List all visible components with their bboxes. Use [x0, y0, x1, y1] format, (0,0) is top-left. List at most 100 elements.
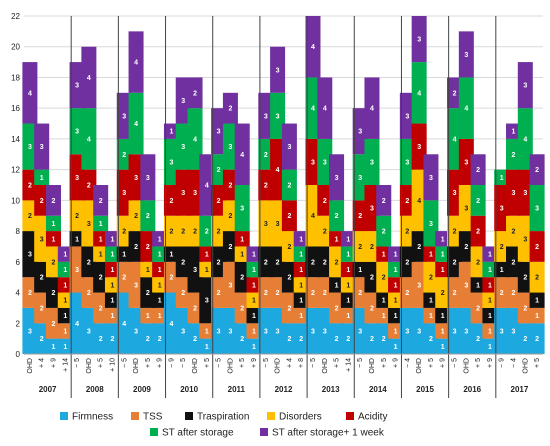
- bar-segment-label: 1: [99, 252, 103, 259]
- bar-segment: [128, 154, 144, 201]
- x-category-label: + 9: [487, 358, 494, 368]
- bar-segment: [458, 307, 474, 354]
- y-tick-label: 6: [16, 258, 21, 267]
- bar-segment: [506, 246, 522, 278]
- bar-segment-label: 1: [146, 267, 150, 274]
- bar-segment-label: 2: [358, 244, 362, 251]
- bar-segment-label: 2: [512, 229, 516, 236]
- legend-label: ST after storage+ 1 week: [272, 428, 385, 439]
- bar-segment-label: 2: [40, 305, 44, 312]
- bar-segment: [388, 323, 404, 339]
- x-category-label: OHD: [133, 358, 140, 374]
- bar-segment: [399, 307, 415, 354]
- bar-segment: [45, 231, 61, 247]
- bar-segment-label: 1: [299, 252, 303, 259]
- bar-segment: [329, 200, 345, 232]
- bar-segment: [435, 338, 451, 354]
- bar-segment-label: 1: [429, 298, 433, 305]
- bar-segment: [258, 307, 274, 354]
- bar-segment-label: 2: [99, 275, 103, 282]
- bar-segment-label: 3: [500, 206, 504, 213]
- bar-segment-label: 1: [382, 298, 386, 305]
- y-tick-label: 12: [11, 166, 20, 175]
- bar-segment: [506, 123, 522, 139]
- bar-segment: [411, 123, 427, 170]
- bar-segment: [388, 307, 404, 324]
- bar-segment-label: 2: [523, 275, 527, 282]
- bar-segment: [175, 246, 191, 278]
- bar-segment-label: 2: [122, 275, 126, 282]
- bar-segment-label: 2: [52, 290, 56, 297]
- bar-segment: [494, 185, 510, 232]
- year-label: 2013: [322, 385, 340, 394]
- bar-segment-label: 1: [146, 313, 150, 320]
- bar-segment-label: 1: [346, 267, 350, 274]
- bar-segment-label: 2: [52, 321, 56, 328]
- bar-segment: [423, 154, 439, 201]
- bar-segment: [364, 185, 380, 232]
- bar-segment: [506, 277, 522, 308]
- bar-segment-label: 2: [158, 336, 162, 343]
- bar-segment: [69, 200, 85, 232]
- bar-segment: [364, 292, 380, 324]
- bar-segment: [163, 123, 179, 139]
- bar-segment: [246, 277, 262, 293]
- bar-segment: [140, 154, 156, 201]
- bar-segment: [69, 108, 85, 155]
- bar-segment: [517, 292, 533, 324]
- bar-segment: [104, 323, 120, 354]
- bar-segment: [104, 246, 120, 262]
- bar-segment: [258, 92, 274, 139]
- bar-segment-label: 3: [228, 144, 232, 151]
- bar-segment: [376, 323, 392, 354]
- bar-segment-label: 1: [252, 267, 256, 274]
- x-category-label: OHD: [27, 358, 34, 374]
- bar-segment: [211, 108, 227, 155]
- bar-segment-label: 4: [453, 136, 457, 143]
- bar-segment: [411, 16, 427, 63]
- bar-segment: [388, 277, 404, 293]
- bar-segment: [340, 277, 356, 293]
- bar-segment: [187, 292, 203, 324]
- bar-segment-label: 2: [382, 336, 386, 343]
- bar-segment: [175, 169, 191, 216]
- bar-segment: [234, 231, 250, 247]
- bar-segment-label: 1: [40, 175, 44, 182]
- bar-segment: [529, 323, 545, 354]
- bar-segment-label: 2: [205, 229, 209, 236]
- bar-segment-label: 2: [169, 198, 173, 205]
- bar-segment: [364, 323, 380, 354]
- bar-segment: [246, 292, 262, 308]
- bar-segment-label: 4: [240, 152, 244, 159]
- bar-segment: [116, 92, 132, 139]
- x-category-label: − 4: [404, 358, 411, 368]
- bar-segment: [116, 292, 132, 354]
- bar-segment-label: 1: [358, 267, 362, 274]
- bar-segment: [246, 307, 262, 324]
- bar-segment: [364, 138, 380, 185]
- bar-segment-label: 2: [52, 259, 56, 266]
- x-category-label: + 14: [62, 358, 69, 372]
- bar-segment-label: 1: [512, 129, 516, 136]
- bar-segment: [340, 307, 356, 324]
- x-category-label: + 5: [145, 358, 152, 368]
- bar-segment: [57, 246, 73, 262]
- bar-segment-label: 2: [287, 213, 291, 220]
- bar-segment: [34, 123, 50, 170]
- bar-segment-label: 3: [358, 129, 362, 136]
- bar-segment: [281, 323, 297, 354]
- bar-segment: [116, 261, 132, 293]
- bar-segment: [435, 323, 451, 339]
- bar-segment: [163, 246, 179, 262]
- bar-segment: [352, 231, 368, 262]
- bar-segment: [517, 323, 533, 354]
- x-category-label: + 8: [298, 358, 305, 368]
- legend-swatch: [131, 412, 139, 420]
- bar-segment-label: 3: [276, 113, 280, 120]
- bar-segment: [281, 292, 297, 324]
- bar-segment-label: 2: [193, 90, 197, 97]
- bar-segment: [482, 277, 498, 293]
- bar-segment: [435, 231, 451, 247]
